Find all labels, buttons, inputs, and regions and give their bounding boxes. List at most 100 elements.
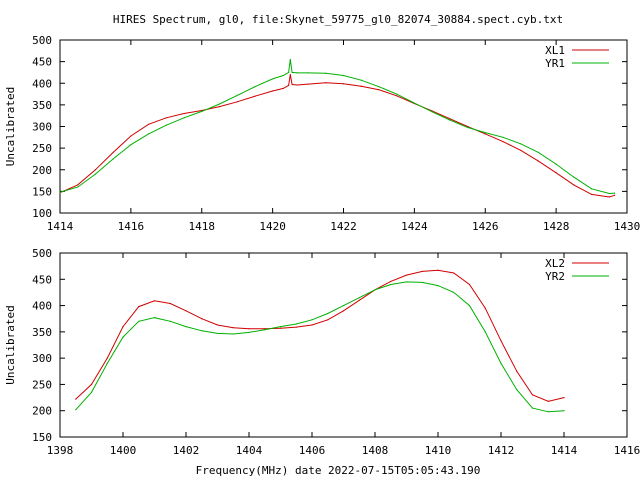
data-point <box>311 319 313 321</box>
x-tick-label: 1428 <box>543 220 570 233</box>
data-point <box>468 283 471 286</box>
data-point <box>342 83 345 85</box>
data-point <box>106 362 108 364</box>
data-point <box>153 317 156 319</box>
data-point <box>165 117 167 119</box>
data-point <box>236 101 238 103</box>
data-point <box>295 323 297 325</box>
data-point <box>453 291 455 294</box>
x-tick-label: 1418 <box>189 220 216 233</box>
y-tick-label: 150 <box>32 185 52 198</box>
data-point <box>421 281 423 284</box>
y-axis-label: Uncalibrated <box>4 87 17 166</box>
data-point <box>613 192 616 194</box>
data-point <box>216 332 219 335</box>
data-point <box>147 123 150 125</box>
x-tick-label: 1402 <box>173 444 200 457</box>
data-point <box>287 84 290 87</box>
data-point <box>358 299 360 301</box>
data-point <box>77 186 79 188</box>
data-point <box>185 326 187 328</box>
data-point <box>279 326 282 328</box>
y-tick-label: 450 <box>32 273 52 286</box>
data-point <box>216 324 219 326</box>
data-point <box>282 87 284 90</box>
data-point <box>405 281 408 283</box>
data-point <box>130 144 132 146</box>
chart-2: 1398 1400 1402 1404 1406 1408 1410 1412 1414 1416… <box>4 247 640 457</box>
x-tick-label: 1414 <box>551 444 578 457</box>
data-point <box>289 58 291 61</box>
data-point <box>138 320 140 322</box>
data-point <box>282 74 284 77</box>
x-tick-label: 1426 <box>472 220 499 233</box>
data-point <box>555 163 557 165</box>
data-point <box>453 272 455 274</box>
data-point <box>468 304 471 307</box>
data-point <box>431 111 433 113</box>
data-point <box>327 312 329 315</box>
series-line-xl1 <box>59 74 615 198</box>
data-point <box>272 78 274 80</box>
y-axis-label: Uncalibrated <box>4 305 17 384</box>
data-point <box>75 409 77 411</box>
data-point <box>358 297 360 299</box>
y-tick-label: 500 <box>32 34 52 47</box>
data-point <box>201 110 203 112</box>
data-point <box>295 326 297 328</box>
data-point <box>112 158 114 160</box>
data-point <box>232 333 234 335</box>
data-point <box>296 72 299 74</box>
data-point <box>185 310 187 312</box>
series-line-yr2 <box>75 281 565 413</box>
data-point <box>112 151 114 154</box>
data-point <box>413 102 415 104</box>
data-point <box>531 407 534 409</box>
data-point <box>325 82 327 84</box>
x-tick-label: 1406 <box>299 444 326 457</box>
data-point <box>563 396 565 399</box>
data-point <box>153 300 156 302</box>
data-point <box>77 184 79 186</box>
y-tick-label: 500 <box>32 247 52 260</box>
series-line-yr1 <box>59 59 615 195</box>
x-tick-label: 1408 <box>362 444 389 457</box>
x-tick-label: 1404 <box>236 444 263 457</box>
data-point <box>484 131 486 134</box>
data-point <box>307 72 309 74</box>
data-point <box>500 340 502 342</box>
data-point <box>311 324 313 326</box>
data-point <box>90 391 93 393</box>
data-point <box>165 124 167 126</box>
data-point <box>327 319 329 321</box>
y-tick-label: 100 <box>32 207 52 220</box>
y-tick-label: 300 <box>32 121 52 134</box>
data-point <box>608 196 610 198</box>
legend-label-yr2: YR2 <box>545 270 565 283</box>
data-point <box>520 149 522 151</box>
data-point <box>254 95 256 97</box>
x-tick-label: 1414 <box>47 220 74 233</box>
data-point <box>437 269 439 271</box>
data-point <box>563 410 565 412</box>
data-point <box>613 194 616 196</box>
data-point <box>608 192 610 195</box>
data-point <box>396 93 398 95</box>
x-tick-label: 1416 <box>614 444 640 457</box>
data-point <box>272 90 274 92</box>
data-point <box>590 193 593 196</box>
data-point <box>378 86 380 88</box>
x-tick-label: 1416 <box>118 220 145 233</box>
x-tick-label: 1400 <box>110 444 137 457</box>
x-tick-label: 1420 <box>259 220 286 233</box>
data-point <box>296 84 299 86</box>
data-point <box>232 327 234 329</box>
data-point <box>75 398 77 400</box>
data-point <box>449 119 451 121</box>
x-axis-label: Frequency(MHz) date 2022-07-15T05:05:43.… <box>196 464 481 477</box>
data-point <box>248 328 250 330</box>
data-point <box>360 79 362 81</box>
data-point <box>236 94 238 96</box>
